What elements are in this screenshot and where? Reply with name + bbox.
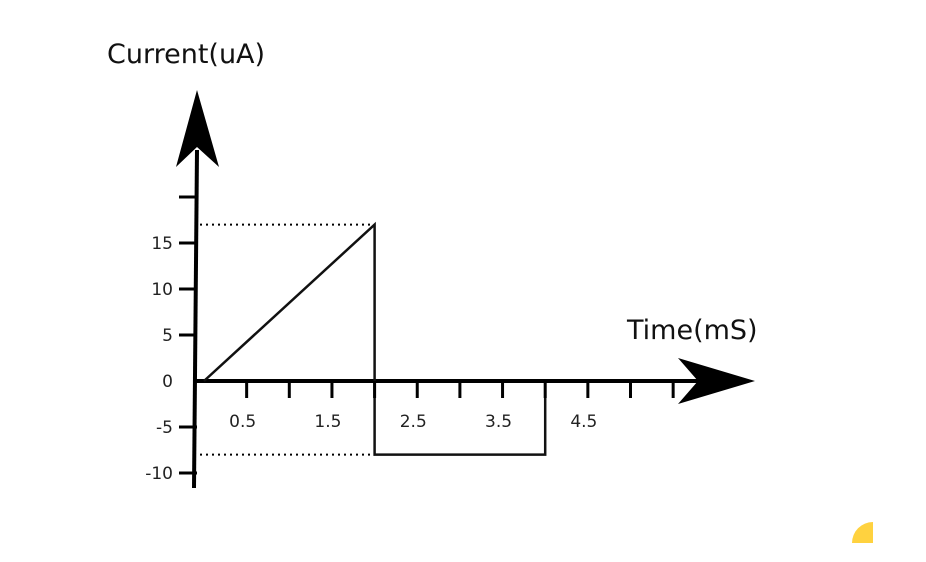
y-axis-line [192,149,199,489]
x-tick-label: 0.5 [229,412,256,432]
y-tick-label: 10 [151,280,173,300]
y-axis-title: Current(uA) [107,39,265,70]
y-axis-arrowhead [176,90,219,167]
x-tick-label: 1.5 [314,412,341,432]
corner-decoration [852,522,873,543]
series-line [203,221,547,456]
y-tick-label: -5 [156,418,173,438]
x-tick-label: 4.5 [570,412,597,432]
y-tick-label: 0 [162,372,173,392]
y-tick-label: 5 [162,326,173,346]
y-tick-label: -10 [145,464,173,484]
x-tick-label: 2.5 [400,412,427,432]
x-tick-label: 3.5 [485,412,512,432]
y-tick-label: 15 [151,234,173,254]
x-axis-arrowhead [678,358,755,404]
x-axis-title: Time(mS) [626,315,758,346]
